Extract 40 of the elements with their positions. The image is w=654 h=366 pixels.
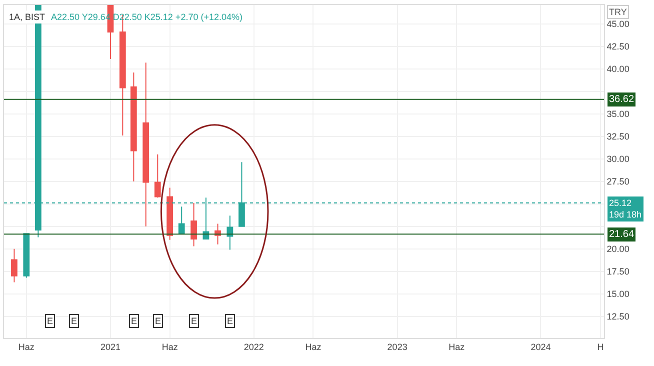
- annotation: E: [131, 316, 138, 326]
- x-tick-label: 2021: [100, 342, 120, 352]
- candlestick: [154, 154, 161, 198]
- x-tick-label: Haz: [448, 342, 466, 352]
- y-tick-label: 20.00: [606, 244, 630, 254]
- y-tick-label: 40.00: [606, 64, 630, 74]
- y-tick-label: 27.50: [606, 176, 630, 187]
- ref-line-label: 21.64: [609, 229, 634, 240]
- candlestick: [142, 62, 150, 227]
- annotation: E: [155, 316, 162, 326]
- y-tick-label: 15.00: [606, 289, 630, 300]
- x-tick-label: 2023: [387, 342, 408, 352]
- x-tick-label: 2024: [530, 342, 551, 352]
- x-tick-label: 2022: [244, 342, 264, 352]
- y-axis-title: TRY: [609, 7, 627, 17]
- candlestick: [178, 206, 185, 234]
- candlestick: [11, 248, 18, 283]
- x-tick-label: Haz: [18, 342, 35, 352]
- candlestick: [130, 72, 137, 182]
- y-tick-label: 35.00: [606, 109, 630, 120]
- candlestick: [166, 187, 174, 240]
- annotation: E: [47, 316, 54, 326]
- ref-line-label: 36.62: [609, 94, 634, 105]
- x-tick-label: Haz: [162, 342, 178, 352]
- annotation: E: [227, 316, 234, 326]
- ref-line-label: 25.12 19d 18h: [609, 198, 642, 220]
- x-tick-label: Haz: [305, 342, 322, 352]
- y-tick-label: 30.00: [606, 154, 630, 164]
- y-tick-label: 17.50: [606, 266, 630, 277]
- y-tick-label: 12.50: [606, 312, 630, 322]
- candlestick: [190, 202, 197, 247]
- y-tick-label: 45.00: [606, 19, 630, 30]
- candlestick: [226, 215, 234, 250]
- candlestick: [23, 233, 30, 278]
- annotation: E: [71, 316, 78, 326]
- text: 1A, BIST: [9, 12, 46, 22]
- y-tick-label: 32.50: [606, 132, 630, 142]
- x-tick-label: H: [597, 342, 604, 352]
- y-tick-label: 42.50: [606, 42, 630, 52]
- annotation: E: [191, 316, 198, 326]
